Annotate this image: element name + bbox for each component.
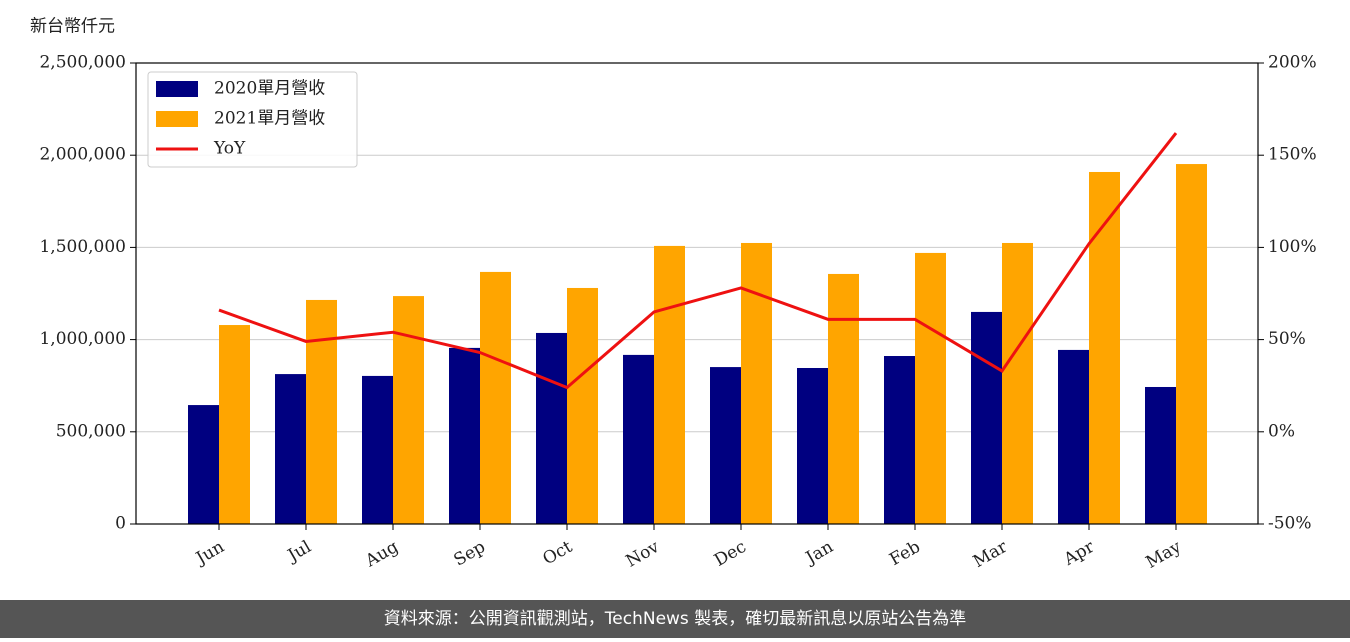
bar (884, 356, 915, 524)
footer (0, 600, 1350, 638)
bar (971, 311, 1002, 524)
y-tick-label: 500,000 (56, 421, 126, 441)
bar (306, 299, 337, 524)
bar (1089, 171, 1120, 524)
bar (1002, 242, 1033, 524)
x-tick-label: Nov (623, 537, 663, 572)
bar (536, 332, 567, 524)
plot-frame (135, 62, 1259, 525)
y2-tick-label: 150% (1268, 145, 1317, 165)
y-tick-label: 1,000,000 (39, 329, 126, 349)
bar (797, 367, 828, 524)
bar (1058, 349, 1089, 524)
legend-label: 2020單月營收 (214, 79, 325, 99)
x-tick-label: Feb (886, 537, 924, 570)
x-tick-label: Jul (283, 537, 315, 567)
bar (710, 367, 741, 524)
legend-box (147, 71, 358, 168)
x-tick-label: Apr (1060, 536, 1099, 570)
bar (1176, 164, 1207, 524)
legend-swatch (156, 111, 198, 127)
bar (654, 245, 685, 524)
y-tick-label: 2,000,000 (39, 145, 126, 165)
legend-swatch (156, 81, 198, 97)
source: 資料來源：公開資訊觀測站，TechNews 製表，確切最新訊息以原站公告為準 (384, 609, 966, 629)
bar (1145, 386, 1176, 524)
y-axis-label: 新台幣仟元 (30, 17, 115, 37)
y2-tick-label: 50% (1268, 329, 1306, 349)
legend-label: 2021單月營收 (214, 109, 325, 129)
y-tick-label: 2,500,000 (39, 53, 126, 73)
bar (741, 242, 772, 524)
bar (567, 287, 598, 524)
legend-label: YoY (213, 139, 246, 159)
x-tick-label: Dec (711, 537, 750, 571)
yoy-line (218, 132, 1178, 390)
x-tick-label: Oct (540, 537, 576, 570)
bar (480, 271, 511, 524)
x-tick-label: Jun (191, 537, 228, 570)
bar (828, 273, 859, 524)
bar (623, 354, 654, 524)
y2-tick-label: 100% (1268, 237, 1317, 257)
y-tick-label: 1,500,000 (39, 237, 126, 257)
bar (219, 325, 250, 524)
x-tick-label: May (1143, 537, 1186, 573)
x-tick-label: Mar (970, 536, 1012, 572)
bar (362, 375, 393, 524)
y2-tick-label: 200% (1268, 53, 1317, 73)
bar (188, 405, 219, 524)
bar (915, 252, 946, 524)
bar (393, 296, 424, 524)
y2-tick-label: -50% (1268, 514, 1312, 534)
x-tick-label: Aug (361, 537, 402, 572)
bar (275, 374, 306, 524)
y2-tick-label: 0% (1268, 421, 1295, 441)
x-tick-label: Sep (451, 537, 489, 571)
x-tick-label: Jan (801, 537, 837, 569)
y-tick-label: 0 (115, 514, 126, 534)
bar (449, 347, 480, 524)
